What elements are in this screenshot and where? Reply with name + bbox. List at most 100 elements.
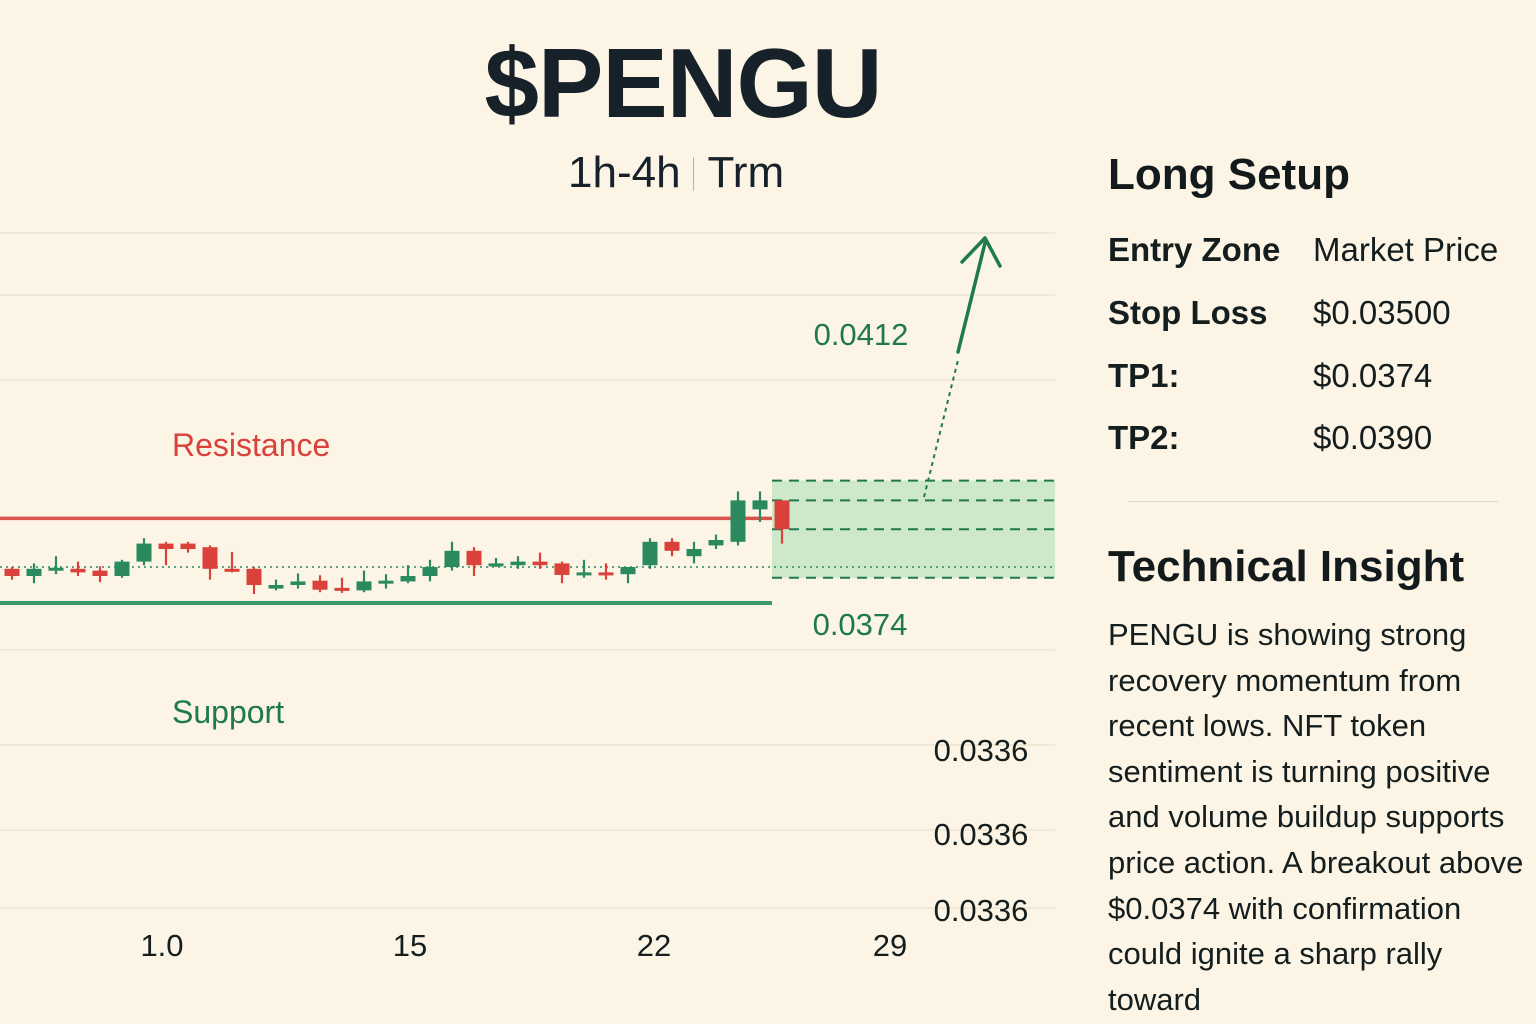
page-title: $PENGU [484, 28, 882, 138]
chart-grid [0, 232, 1055, 909]
candle-body [378, 580, 394, 584]
setup-value: Market Price [1313, 231, 1499, 268]
bullish-candle [378, 574, 394, 589]
subtitle-divider [692, 157, 694, 191]
candle-body [202, 547, 218, 569]
bullish-candle [114, 559, 130, 578]
y-axis-label: 0.0336 [934, 893, 1029, 928]
bullish-candle [400, 565, 416, 584]
panel-divider [1128, 501, 1498, 502]
y-axis-label: 0.0336 [934, 733, 1029, 768]
resistance-label: Resistance [172, 427, 330, 463]
bearish-candle [466, 547, 482, 576]
bearish-candle [664, 538, 680, 557]
candle-body [488, 563, 504, 567]
y-axis-label: 0.0336 [934, 817, 1029, 852]
bearish-candle [554, 561, 570, 584]
bullish-candle [290, 573, 306, 589]
candle-body [444, 550, 460, 567]
candle-body [48, 567, 64, 571]
bearish-candle [158, 541, 174, 566]
chart-axes: 1.0 15 22 29 0.0336 0.0336 0.0336 [140, 733, 1028, 963]
setup-label: Stop Loss [1108, 294, 1268, 331]
bullish-candle [510, 556, 526, 569]
candle-body [400, 576, 416, 582]
setup-value: $0.03500 [1313, 294, 1451, 331]
candle-body [114, 561, 130, 576]
support-label: Support [172, 694, 284, 730]
projection-arrow-shaft [956, 241, 987, 354]
candle-body [642, 541, 658, 566]
candle-body [92, 570, 108, 576]
bullish-candle [576, 559, 592, 578]
technical-insight-text: PENGU is showing strong recovery momentu… [1108, 617, 1524, 1017]
candle-body [158, 543, 174, 549]
bullish-candle [136, 538, 152, 566]
bullish-candle [356, 570, 372, 593]
candle-body [4, 568, 20, 576]
bullish-candle [488, 558, 504, 567]
x-tick-label: 29 [873, 928, 907, 963]
bearish-candle [246, 567, 262, 594]
candle-body [708, 540, 724, 546]
candle-body [246, 568, 262, 585]
candle-body [26, 568, 42, 576]
candlestick-series [4, 491, 790, 594]
setup-value: $0.0390 [1313, 419, 1433, 456]
long-setup-heading: Long Setup [1108, 150, 1350, 199]
timeframe-label: 1h-4h [568, 148, 681, 197]
setup-value: $0.0374 [1313, 357, 1433, 394]
setup-label: TP2: [1108, 419, 1180, 456]
candle-body [180, 543, 196, 549]
bullish-candle [268, 579, 284, 591]
candle-body [752, 500, 768, 510]
target-zone: 0.0412 0.0374 [772, 317, 1055, 642]
candle-body [312, 580, 328, 590]
candle-body [466, 550, 482, 566]
bullish-candle [686, 541, 702, 564]
candle-body [554, 563, 570, 575]
bullish-candle [730, 491, 746, 546]
timeframe-subtitle: 1h-4h Trm [568, 148, 784, 198]
bearish-candle [202, 545, 218, 580]
candle-body [532, 561, 548, 566]
bearish-candle [224, 551, 240, 573]
bearish-candle [334, 577, 350, 593]
bearish-candle [70, 561, 86, 576]
candle-body [686, 549, 702, 557]
bearish-candle [774, 500, 790, 544]
bearish-candle [92, 566, 108, 583]
candle-body [356, 581, 372, 591]
zone-top-label: 0.0412 [814, 317, 909, 352]
candle-body [664, 541, 680, 551]
trade-setup-panel: Long Setup Entry Zone Market Price Stop … [1108, 0, 1528, 1024]
candle-body [334, 587, 350, 591]
bullish-candle [422, 559, 438, 582]
candle-body [598, 572, 614, 576]
setup-label: Entry Zone [1108, 231, 1281, 268]
price-chart: 0.0412 0.0374 Resistance Support 1.0 15 22 29… [0, 232, 1055, 963]
candle-body [136, 543, 152, 562]
bullish-candle [26, 563, 42, 584]
candle-body [290, 581, 306, 585]
candle-body [70, 568, 86, 573]
candle-body [422, 567, 438, 576]
bullish-candle [48, 556, 64, 575]
bearish-candle [312, 575, 328, 593]
bullish-candle [444, 541, 460, 571]
technical-insight-heading: Technical Insight [1108, 542, 1465, 591]
candle-body [620, 567, 636, 575]
bullish-candle [620, 567, 636, 584]
bearish-candle [598, 563, 614, 580]
x-tick-label: 22 [637, 928, 671, 963]
price-levels: Resistance Support [0, 427, 1055, 730]
bullish-candle [642, 538, 658, 569]
bearish-candle [180, 541, 196, 553]
bullish-candle [752, 491, 768, 522]
bullish-candle [708, 534, 724, 549]
zone-bottom-label: 0.0374 [813, 607, 908, 642]
candle-body [510, 561, 526, 566]
candle-body [268, 585, 284, 589]
x-tick-label: 1.0 [140, 928, 183, 963]
bearish-candle [532, 552, 548, 569]
